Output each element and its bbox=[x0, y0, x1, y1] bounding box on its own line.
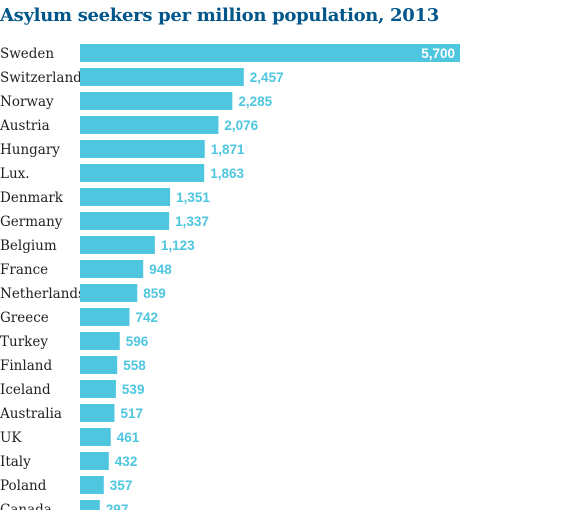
category-label: Germany bbox=[0, 214, 63, 230]
bar bbox=[80, 404, 115, 422]
bar bbox=[80, 44, 460, 62]
bar bbox=[80, 500, 100, 510]
category-label: Sweden bbox=[0, 46, 54, 62]
bar bbox=[80, 308, 130, 326]
category-label: Norway bbox=[0, 94, 54, 110]
chart-title: Asylum seekers per million population, 2… bbox=[0, 5, 439, 26]
bar bbox=[80, 236, 155, 254]
value-label: 357 bbox=[110, 478, 133, 493]
category-label: Lux. bbox=[0, 166, 30, 182]
value-label: 1,871 bbox=[211, 142, 245, 157]
category-label: Greece bbox=[0, 310, 49, 326]
category-label: Switzerland bbox=[0, 70, 82, 86]
bar bbox=[80, 332, 120, 350]
category-label: Canada bbox=[0, 502, 52, 510]
category-label: France bbox=[0, 262, 48, 278]
category-label: Poland bbox=[0, 478, 47, 494]
value-label: 432 bbox=[115, 454, 138, 469]
category-label: Denmark bbox=[0, 190, 64, 206]
value-label: 742 bbox=[135, 310, 158, 325]
bar bbox=[80, 164, 205, 182]
bar bbox=[80, 212, 170, 230]
category-label: Italy bbox=[0, 454, 31, 470]
value-label: 461 bbox=[117, 430, 140, 445]
value-label: 2,285 bbox=[238, 94, 272, 109]
category-label: Netherlands bbox=[0, 286, 85, 302]
category-label: Austria bbox=[0, 118, 50, 134]
category-label: Hungary bbox=[0, 142, 60, 158]
bar bbox=[80, 68, 244, 86]
bar bbox=[80, 380, 116, 398]
bar bbox=[80, 260, 144, 278]
bar bbox=[80, 284, 138, 302]
category-label: Belgium bbox=[0, 238, 57, 254]
category-label: Iceland bbox=[0, 382, 51, 398]
value-label: 1,863 bbox=[210, 166, 244, 181]
bar bbox=[80, 140, 205, 158]
value-label: 948 bbox=[149, 262, 172, 277]
bar bbox=[80, 92, 233, 110]
value-label: 297 bbox=[106, 502, 129, 510]
bar bbox=[80, 476, 104, 494]
bar bbox=[80, 356, 118, 374]
value-label: 2,076 bbox=[224, 118, 258, 133]
bar bbox=[80, 428, 111, 446]
value-label: 859 bbox=[143, 286, 166, 301]
value-label: 5,700 bbox=[421, 46, 455, 61]
value-label: 2,457 bbox=[250, 70, 284, 85]
value-label: 539 bbox=[122, 382, 145, 397]
bar bbox=[80, 452, 109, 470]
value-label: 1,123 bbox=[161, 238, 195, 253]
category-label: Finland bbox=[0, 358, 52, 374]
bar bbox=[80, 188, 171, 206]
value-label: 1,337 bbox=[175, 214, 209, 229]
category-label: Turkey bbox=[0, 334, 48, 350]
value-label: 558 bbox=[123, 358, 146, 373]
value-label: 1,351 bbox=[176, 190, 210, 205]
value-label: 596 bbox=[126, 334, 149, 349]
category-label: Australia bbox=[0, 406, 62, 422]
value-label: 517 bbox=[120, 406, 143, 421]
bar bbox=[80, 116, 219, 134]
category-label: UK bbox=[0, 430, 22, 446]
